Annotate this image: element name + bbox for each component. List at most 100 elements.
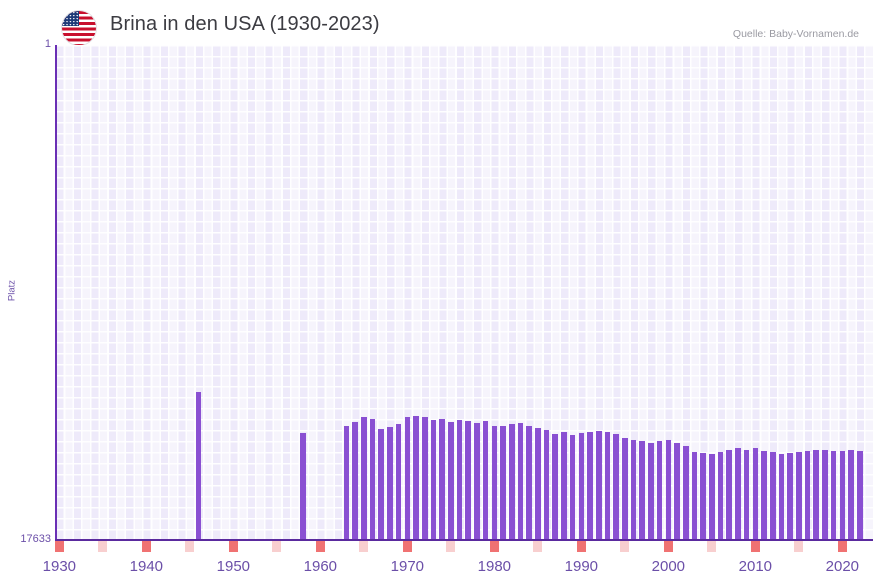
bar-2017[interactable] <box>813 450 820 540</box>
bar-2010[interactable] <box>752 448 759 540</box>
bar-2011[interactable] <box>761 451 767 540</box>
bar-1966[interactable] <box>369 419 376 540</box>
x-tick-1970 <box>402 541 412 552</box>
bar-2007[interactable] <box>726 450 733 540</box>
bar-1988[interactable] <box>561 432 567 540</box>
bar-1963[interactable] <box>343 426 350 540</box>
bar-1970[interactable] <box>404 417 411 540</box>
bar-2016[interactable] <box>804 451 811 540</box>
x-tick-1985 <box>533 541 543 552</box>
bar-2022[interactable] <box>856 451 863 540</box>
x-tick-1980 <box>489 541 499 552</box>
bar-2009[interactable] <box>743 450 750 540</box>
bar-1978[interactable] <box>474 423 480 540</box>
bars-layer <box>55 45 873 540</box>
x-tick-2010 <box>750 541 760 552</box>
bar-1972[interactable] <box>421 417 428 540</box>
bar-1979[interactable] <box>482 421 489 540</box>
bar-2000[interactable] <box>665 440 672 540</box>
bar-2002[interactable] <box>682 446 689 540</box>
bar-2005[interactable] <box>709 454 715 540</box>
bar-2003[interactable] <box>691 452 698 540</box>
bar-1995[interactable] <box>622 438 628 540</box>
bar-2001[interactable] <box>674 443 680 540</box>
x-tick-1975 <box>446 541 456 552</box>
bar-1973[interactable] <box>430 420 437 540</box>
plot-area <box>55 45 873 540</box>
x-tick-1955 <box>272 541 282 552</box>
x-tick-1930 <box>54 541 64 552</box>
x-tick-1965 <box>359 541 369 552</box>
flag-stars <box>62 11 79 26</box>
x-tick-2015 <box>794 541 804 552</box>
bar-1968[interactable] <box>387 427 393 540</box>
bar-1967[interactable] <box>378 429 385 540</box>
source-label: Quelle: Baby-Vornamen.de <box>732 28 859 40</box>
y-axis-title: Platz <box>6 279 18 302</box>
bar-1974[interactable] <box>439 419 445 540</box>
bar-1981[interactable] <box>500 426 506 540</box>
bar-1985[interactable] <box>535 428 541 540</box>
x-axis-label-2000: 2000 <box>651 558 686 575</box>
bar-1990[interactable] <box>578 433 585 540</box>
y-axis-top-label: 1 <box>44 38 51 50</box>
bar-2006[interactable] <box>717 452 724 540</box>
bar-2008[interactable] <box>735 448 741 540</box>
bar-1965[interactable] <box>361 417 367 540</box>
bar-2004[interactable] <box>700 453 706 540</box>
bar-1980[interactable] <box>491 426 498 540</box>
bar-1992[interactable] <box>595 431 602 540</box>
x-axis-label-1940: 1940 <box>129 558 164 575</box>
x-axis-label-1950: 1950 <box>216 558 251 575</box>
x-axis-label-1980: 1980 <box>477 558 512 575</box>
bar-2014[interactable] <box>787 453 793 540</box>
bar-1982[interactable] <box>508 424 515 540</box>
bar-2012[interactable] <box>769 452 776 540</box>
bar-1958[interactable] <box>300 433 306 540</box>
bar-1998[interactable] <box>648 443 654 540</box>
bar-1971[interactable] <box>413 416 419 540</box>
bar-1976[interactable] <box>456 420 463 540</box>
x-tick-1995 <box>620 541 630 552</box>
y-axis-bottom-label: 17633 <box>20 533 51 545</box>
bar-1969[interactable] <box>395 424 402 540</box>
bar-1964[interactable] <box>352 422 358 540</box>
bar-1993[interactable] <box>604 432 611 540</box>
bar-1975[interactable] <box>448 422 454 540</box>
bar-2015[interactable] <box>796 452 802 540</box>
bar-1989[interactable] <box>569 435 576 540</box>
x-tick-1940 <box>141 541 151 552</box>
bar-2019[interactable] <box>830 451 837 540</box>
bar-1986[interactable] <box>543 430 550 540</box>
x-tick-1945 <box>185 541 195 552</box>
bar-1991[interactable] <box>587 432 593 540</box>
bar-1977[interactable] <box>465 421 472 540</box>
bar-2013[interactable] <box>778 454 785 540</box>
us-flag-circle-icon <box>61 10 97 46</box>
x-tick-2020 <box>837 541 847 552</box>
bar-2018[interactable] <box>822 450 828 540</box>
x-tick-2005 <box>707 541 717 552</box>
bar-1946[interactable] <box>195 392 202 540</box>
bar-2021[interactable] <box>848 450 854 540</box>
x-axis-ticks <box>54 541 873 552</box>
page-title: Brina in den USA (1930-2023) <box>110 13 380 35</box>
bar-2020[interactable] <box>839 451 846 540</box>
x-axis-label-2010: 2010 <box>738 558 773 575</box>
y-axis-line <box>55 45 57 540</box>
bar-1994[interactable] <box>613 434 619 540</box>
x-tick-1935 <box>98 541 108 552</box>
bar-1997[interactable] <box>639 441 646 540</box>
chart-header: Brina in den USA (1930-2023) Quelle: Bab… <box>0 0 873 46</box>
bar-1983[interactable] <box>517 423 524 540</box>
bar-1984[interactable] <box>526 426 532 540</box>
x-axis-line <box>55 539 873 541</box>
bar-1999[interactable] <box>656 441 663 540</box>
x-tick-1990 <box>576 541 586 552</box>
x-tick-2000 <box>663 541 673 552</box>
bar-1987[interactable] <box>552 434 559 540</box>
bar-1996[interactable] <box>630 440 637 540</box>
x-axis-label-1960: 1960 <box>303 558 338 575</box>
x-axis-label-1930: 1930 <box>42 558 77 575</box>
